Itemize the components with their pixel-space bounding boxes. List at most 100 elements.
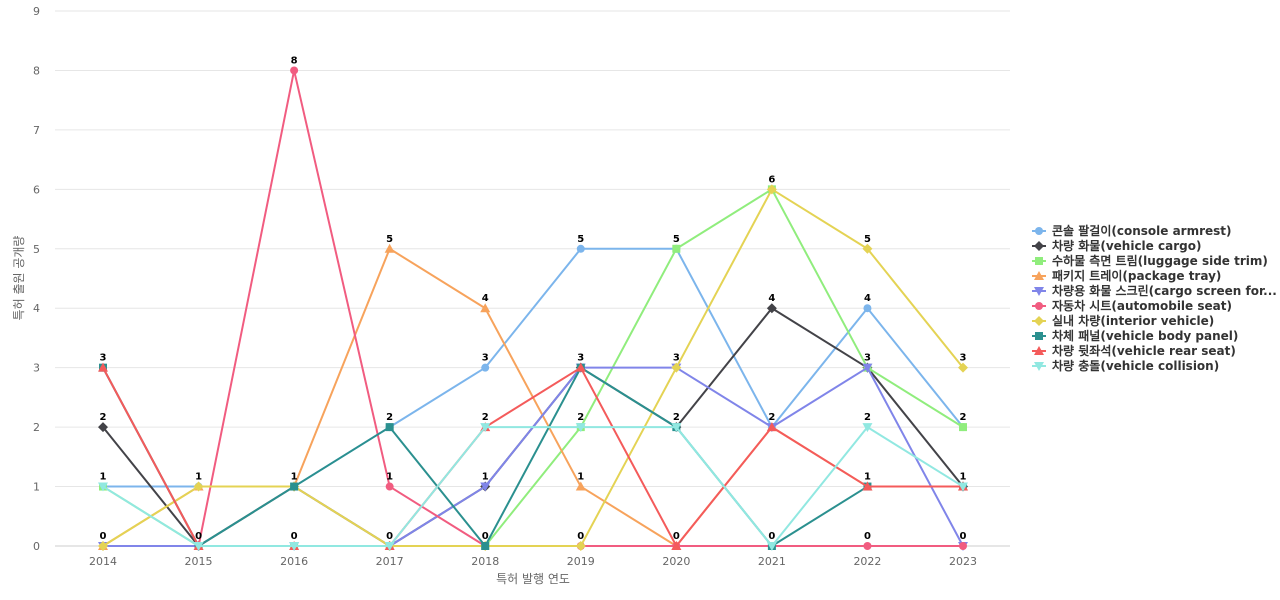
data-label: 0 [768,531,775,542]
legend-marker [1034,271,1044,280]
data-label: 5 [577,234,584,245]
x-axis-ticks: 2014 2015 2016 2017 2018 2019 2020 2021 2022 2023 [89,555,977,568]
x-tick-label: 2021 [758,555,786,568]
legend: 콘솔 팔걸이(console armrest)차량 화물(vehicle car… [1032,223,1277,373]
legend-item[interactable]: 차량 뒷좌석(vehicle rear seat) [1032,343,1236,358]
data-point [98,362,108,372]
legend-marker [1034,362,1044,371]
data-point [480,423,491,433]
data-point [193,542,204,551]
data-label: 5 [673,234,680,245]
legend-item[interactable]: 차체 패널(vehicle body panel) [1032,328,1238,343]
data-label: 0 [100,531,107,542]
y-axis-title: 특허 출원 공개량 [12,236,26,321]
data-label: 0 [482,531,489,542]
data-label: 1 [960,472,967,483]
data-point [863,304,872,313]
data-label: 2 [482,412,489,423]
series-group [98,66,968,551]
legend-item[interactable]: 차량 충돌(vehicle collision) [1032,358,1219,373]
x-tick-label: 2019 [567,555,595,568]
legend-marker [1035,227,1043,235]
data-label: 2 [864,412,871,423]
data-label: 2 [768,412,775,423]
legend-marker [1034,241,1044,251]
legend-marker [1034,287,1044,296]
x-tick-label: 2023 [949,555,977,568]
data-point [672,244,681,253]
x-tick-label: 2018 [471,555,499,568]
legend-item[interactable]: 차량용 화물 스크린(cargo screen for... [1032,283,1277,298]
data-point [384,542,395,551]
legend-label: 차량용 화물 스크린(cargo screen for... [1052,283,1277,298]
data-label: 0 [291,531,298,542]
x-tick-label: 2020 [662,555,690,568]
legend-item[interactable]: 콘솔 팔걸이(console armrest) [1032,223,1232,238]
data-point [193,481,204,492]
data-label: 2 [960,412,967,423]
data-label: 0 [673,531,680,542]
legend-item[interactable]: 실내 차량(interior vehicle) [1032,313,1214,328]
legend-item[interactable]: 자동차 시트(automobile seat) [1032,298,1232,313]
y-axis-ticks: 0 1 2 3 4 5 6 7 8 9 [33,5,40,553]
y-tick-label: 9 [33,5,40,18]
data-point [863,542,872,550]
data-point [575,541,586,551]
data-label: 6 [768,174,775,185]
data-point [671,423,682,433]
grid [55,10,1010,547]
legend-label: 차체 패널(vehicle body panel) [1052,328,1238,343]
data-point [481,542,490,550]
data-label: 4 [768,293,775,304]
legend-label: 차량 화물(vehicle cargo) [1052,238,1201,253]
data-point [289,542,300,551]
legend-label: 패키지 트레이(package tray) [1052,268,1221,283]
data-point [671,541,682,550]
data-point [766,184,777,195]
legend-label: 차량 충돌(vehicle collision) [1052,358,1219,373]
data-label: 0 [386,531,393,542]
y-tick-label: 8 [33,64,40,77]
series-line [102,426,964,547]
data-label: 5 [864,234,871,245]
data-point [766,303,777,314]
data-point [766,422,777,432]
y-tick-label: 6 [33,183,40,196]
legend-item[interactable]: 수하물 측면 트림(luggage side trim) [1032,253,1268,268]
y-tick-label: 5 [33,243,40,256]
legend-item[interactable]: 차량 화물(vehicle cargo) [1032,238,1201,253]
data-label: 3 [100,353,107,364]
data-point [480,303,491,313]
data-point [862,423,873,433]
data-label: 4 [482,293,489,304]
x-axis-title: 특허 발행 연도 [496,571,570,586]
legend-item[interactable]: 패키지 트레이(package tray) [1032,268,1221,283]
data-label: 1 [482,472,489,483]
data-label: 1 [864,472,871,483]
data-point [575,481,586,491]
data-label: 2 [100,412,107,423]
data-point [290,66,299,75]
data-label: 1 [291,472,298,483]
data-point [862,243,873,254]
data-point [576,244,585,253]
data-point [671,362,682,373]
data-label: 2 [577,412,584,423]
data-label: 1 [100,472,107,483]
data-point [385,482,394,491]
y-tick-label: 3 [33,362,40,375]
x-tick-label: 2022 [853,555,881,568]
y-tick-label: 4 [33,302,40,315]
y-tick-label: 7 [33,124,40,137]
legend-marker [1035,257,1043,265]
data-point [959,423,967,432]
data-point [480,482,491,492]
legend-marker [1034,316,1044,326]
data-label: 1 [577,472,584,483]
x-tick-label: 2016 [280,555,308,568]
data-labels: 3 2 1 0 1 0 8 1 0 5 2 1 0 4 3 2 1 0 5 3 2 1 0 5 3 2 0 6 4 2 0 5 4 3 2 1 0 3 2 1… [100,55,967,542]
data-point [98,422,108,433]
legend-marker [1035,302,1043,310]
data-label: 0 [195,531,202,542]
